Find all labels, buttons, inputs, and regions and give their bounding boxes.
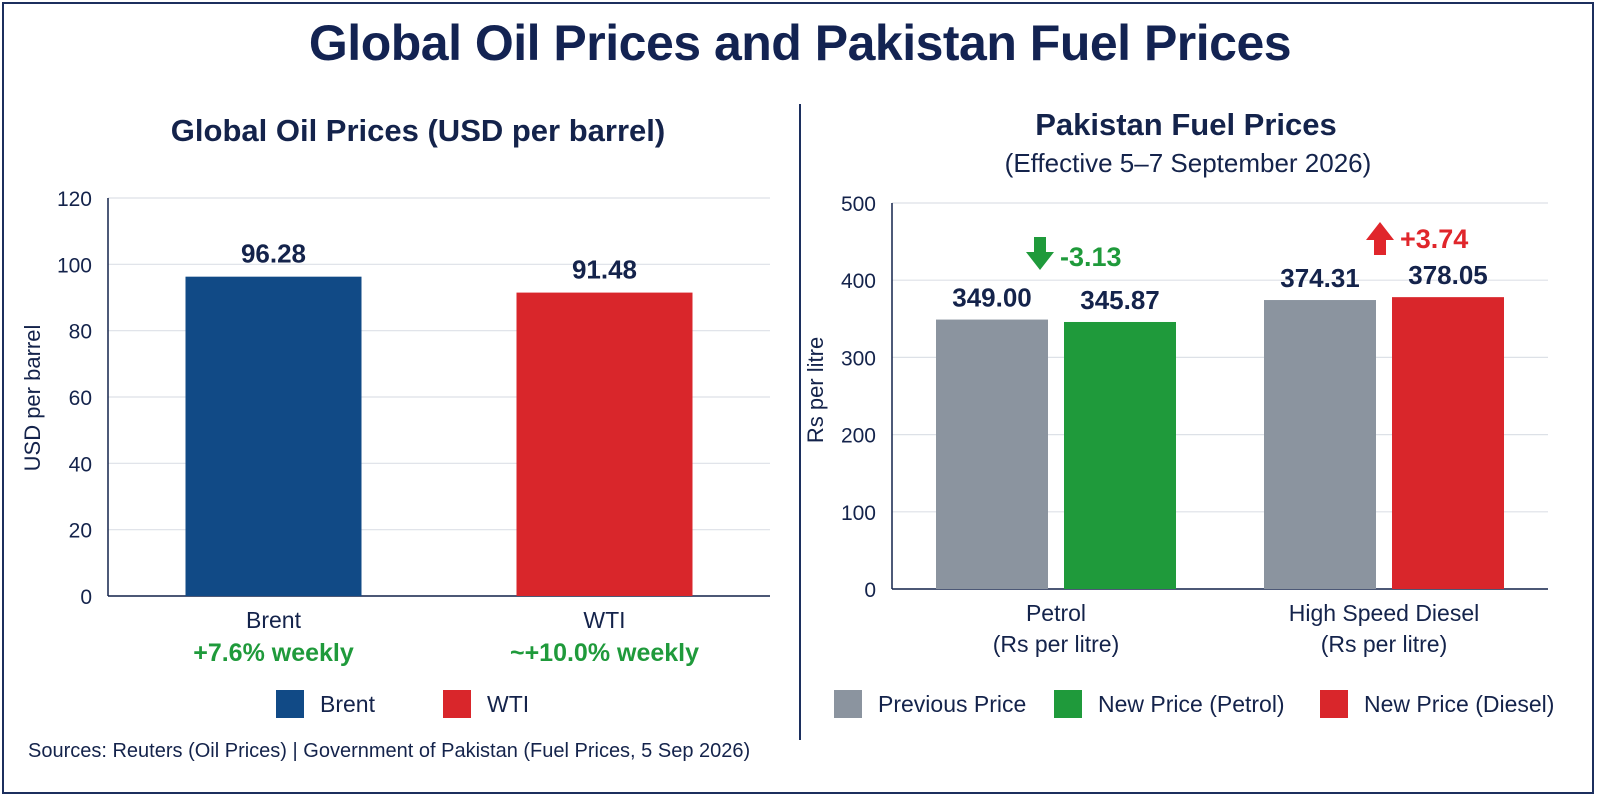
fuel-data-label: 349.00 bbox=[952, 283, 1032, 313]
fuel-bar-previous-price bbox=[936, 319, 1048, 589]
oil-y-tick-label: 120 bbox=[57, 188, 92, 211]
fuel-legend-label: New Price (Diesel) bbox=[1364, 691, 1554, 717]
fuel-bar-previous-price bbox=[1264, 300, 1376, 589]
fuel-category-label: Petrol bbox=[1026, 600, 1086, 626]
fuel-chart: Pakistan Fuel Prices (Effective 5–7 Sept… bbox=[803, 107, 1554, 718]
fuel-annotations: -3.13 +3.74 bbox=[1026, 222, 1468, 272]
fuel-data-label: 374.31 bbox=[1280, 263, 1360, 293]
oil-weekly-change: ~+10.0% weekly bbox=[510, 639, 699, 667]
fuel-category-unit: (Rs per litre) bbox=[993, 631, 1120, 657]
oil-category-label: Brent bbox=[246, 607, 302, 633]
oil-y-tick-label: 40 bbox=[69, 453, 92, 476]
oil-y-ticks: 0 20 40 60 80 100 120 bbox=[57, 188, 92, 609]
fuel-legend: Previous Price New Price (Petrol) New Pric… bbox=[834, 690, 1554, 718]
fuel-legend-label: Previous Price bbox=[878, 691, 1026, 717]
fuel-chart-title: Pakistan Fuel Prices bbox=[1035, 107, 1337, 142]
oil-y-tick-label: 80 bbox=[69, 321, 92, 344]
fuel-y-tick-label: 200 bbox=[841, 425, 876, 448]
oil-y-tick-label: 100 bbox=[57, 254, 92, 277]
fuel-legend-swatch bbox=[834, 690, 862, 718]
fuel-bars: 349.00 345.87 374.31 378.05 bbox=[936, 260, 1504, 589]
fuel-data-label: 378.05 bbox=[1408, 260, 1488, 290]
oil-weekly-change: +7.6% weekly bbox=[193, 639, 354, 667]
fuel-y-tick-label: 0 bbox=[864, 579, 876, 602]
fuel-y-axis-label: Rs per litre bbox=[803, 337, 828, 443]
oil-y-tick-label: 60 bbox=[69, 387, 92, 410]
fuel-y-tick-label: 500 bbox=[841, 193, 876, 216]
fuel-chart-subtitle: (Effective 5–7 September 2026) bbox=[1005, 148, 1372, 178]
oil-data-label: 96.28 bbox=[241, 239, 306, 269]
oil-legend-label: Brent bbox=[320, 691, 376, 717]
fuel-price-change: +3.74 bbox=[1400, 224, 1468, 254]
oil-bar-brent bbox=[185, 276, 362, 596]
oil-category-labels: Brent +7.6% weekly WTI ~+10.0% weekly bbox=[193, 607, 699, 667]
oil-legend-swatch bbox=[443, 690, 471, 718]
fuel-data-label: 345.87 bbox=[1080, 285, 1160, 315]
sources-note: Sources: Reuters (Oil Prices) | Governme… bbox=[28, 740, 751, 762]
fuel-bar-new-price-diesel bbox=[1392, 297, 1504, 589]
arrow-down-icon bbox=[1026, 237, 1054, 270]
arrow-up-icon bbox=[1366, 222, 1394, 255]
oil-y-tick-label: 0 bbox=[80, 586, 92, 609]
fuel-category-unit: (Rs per litre) bbox=[1321, 631, 1448, 657]
oil-data-label: 91.48 bbox=[572, 255, 637, 285]
oil-legend-label: WTI bbox=[487, 691, 529, 717]
page-title: Global Oil Prices and Pakistan Fuel Pric… bbox=[308, 15, 1292, 71]
oil-legend: Brent WTI bbox=[276, 690, 529, 718]
fuel-bar-new-price-petrol bbox=[1064, 321, 1176, 589]
oil-y-tick-label: 20 bbox=[69, 520, 92, 543]
oil-y-axis-label: USD per barrel bbox=[20, 325, 45, 472]
oil-chart-title: Global Oil Prices (USD per barrel) bbox=[171, 113, 665, 148]
oil-chart: Global Oil Prices (USD per barrel) USD p… bbox=[20, 113, 770, 718]
fuel-y-tick-label: 100 bbox=[841, 502, 876, 525]
fuel-y-tick-label: 300 bbox=[841, 347, 876, 370]
fuel-legend-label: New Price (Petrol) bbox=[1098, 691, 1285, 717]
fuel-category-labels: Petrol (Rs per litre) High Speed Diesel (Rs… bbox=[993, 600, 1480, 657]
panel-divider bbox=[799, 104, 801, 740]
oil-category-label: WTI bbox=[583, 607, 625, 633]
fuel-category-label: High Speed Diesel bbox=[1289, 600, 1480, 626]
fuel-y-ticks: 0 100 200 300 400 500 bbox=[841, 193, 876, 602]
fuel-y-tick-label: 400 bbox=[841, 270, 876, 293]
fuel-legend-swatch bbox=[1320, 690, 1348, 718]
oil-bar-wti bbox=[516, 292, 693, 596]
oil-legend-swatch bbox=[276, 690, 304, 718]
fuel-price-change: -3.13 bbox=[1060, 242, 1122, 272]
oil-bars: 96.28 91.48 bbox=[185, 239, 693, 596]
fuel-legend-swatch bbox=[1054, 690, 1082, 718]
